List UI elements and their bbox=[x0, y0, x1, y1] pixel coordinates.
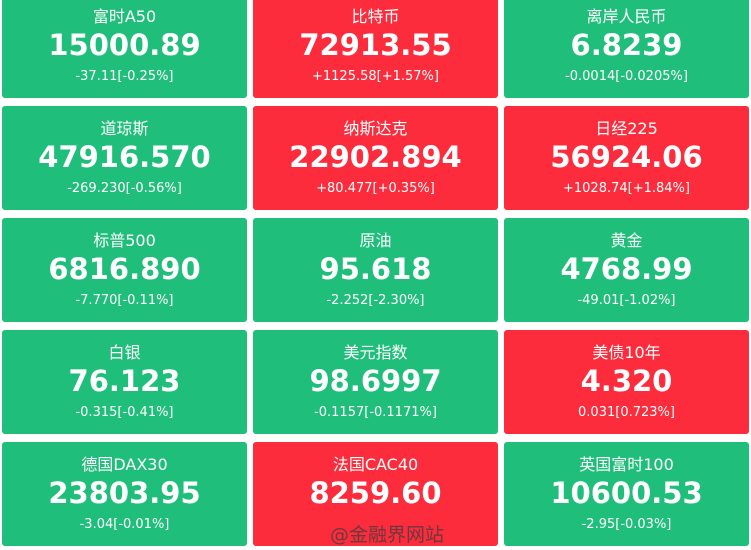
market-change: -37.11[-0.25%] bbox=[75, 69, 174, 84]
market-name: 富时A50 bbox=[92, 7, 157, 26]
market-tile: 美元指数 98.6997 -0.1157[-0.1171%] bbox=[253, 330, 498, 434]
market-name: 黄金 bbox=[610, 231, 643, 250]
market-price: 15000.89 bbox=[48, 28, 201, 62]
market-tile: 纳斯达克 22902.894 +80.477[+0.35%] bbox=[253, 106, 498, 210]
market-change: 0.031[0.723%] bbox=[578, 405, 675, 420]
market-change: -3.04[-0.01%] bbox=[79, 517, 170, 532]
market-price: 95.618 bbox=[319, 252, 432, 286]
market-name: 日经225 bbox=[595, 119, 658, 138]
market-tile: 英国富时100 10600.53 -2.95[-0.03%] bbox=[504, 442, 749, 546]
market-tile: 道琼斯 47916.570 -269.230[-0.56%] bbox=[2, 106, 247, 210]
market-tile: 白银 76.123 -0.315[-0.41%] bbox=[2, 330, 247, 434]
market-tile: 比特币 72913.55 +1125.58[+1.57%] bbox=[253, 0, 498, 98]
market-price: 4.320 bbox=[580, 364, 673, 398]
market-price: 72913.55 bbox=[299, 28, 452, 62]
market-tile: 富时A50 15000.89 -37.11[-0.25%] bbox=[2, 0, 247, 98]
market-change: -2.252[-2.30%] bbox=[326, 293, 425, 308]
market-tile: 黄金 4768.99 -49.01[-1.02%] bbox=[504, 218, 749, 322]
market-change: -0.315[-0.41%] bbox=[75, 405, 174, 420]
market-price: 56924.06 bbox=[550, 140, 703, 174]
market-price: 47916.570 bbox=[38, 140, 211, 174]
market-name: 德国DAX30 bbox=[81, 455, 168, 474]
market-name: 比特币 bbox=[351, 7, 400, 26]
market-name: 离岸人民币 bbox=[586, 7, 667, 26]
market-name: 英国富时100 bbox=[579, 455, 674, 474]
market-name: 法国CAC40 bbox=[332, 455, 419, 474]
market-name: 美元指数 bbox=[343, 343, 408, 362]
market-change: -0.1157[-0.1171%] bbox=[314, 405, 437, 420]
market-tile: 原油 95.618 -2.252[-2.30%] bbox=[253, 218, 498, 322]
market-name: 白银 bbox=[108, 343, 141, 362]
market-change: -0.0014[-0.0205%] bbox=[565, 69, 688, 84]
market-change: +80.477[+0.35%] bbox=[316, 181, 435, 196]
market-name: 标普500 bbox=[93, 231, 156, 250]
market-price: 10600.53 bbox=[550, 476, 703, 510]
market-tile: 标普500 6816.890 -7.770[-0.11%] bbox=[2, 218, 247, 322]
market-tile: 日经225 56924.06 +1028.74[+1.84%] bbox=[504, 106, 749, 210]
market-tile: 离岸人民币 6.8239 -0.0014[-0.0205%] bbox=[504, 0, 749, 98]
market-price: 98.6997 bbox=[309, 364, 442, 398]
market-price: 23803.95 bbox=[48, 476, 201, 510]
market-change: -49.01[-1.02%] bbox=[577, 293, 676, 308]
market-price: 8259.60 bbox=[309, 476, 442, 510]
market-tile: 德国DAX30 23803.95 -3.04[-0.01%] bbox=[2, 442, 247, 546]
market-price: 76.123 bbox=[68, 364, 181, 398]
market-price: 6816.890 bbox=[48, 252, 201, 286]
market-change: -269.230[-0.56%] bbox=[67, 181, 182, 196]
market-price: 4768.99 bbox=[560, 252, 693, 286]
market-name: 纳斯达克 bbox=[343, 119, 408, 138]
market-change: -7.770[-0.11%] bbox=[75, 293, 174, 308]
market-name: 原油 bbox=[359, 231, 392, 250]
market-change: -2.95[-0.03%] bbox=[581, 517, 672, 532]
market-tile: 美债10年 4.320 0.031[0.723%] bbox=[504, 330, 749, 434]
market-price: 22902.894 bbox=[289, 140, 462, 174]
market-name: 美债10年 bbox=[592, 343, 661, 362]
market-price: 6.8239 bbox=[570, 28, 683, 62]
market-change: +1028.74[+1.84%] bbox=[563, 181, 690, 196]
market-tile: 法国CAC40 8259.60 bbox=[253, 442, 498, 546]
market-change: +1125.58[+1.57%] bbox=[312, 69, 439, 84]
market-name: 道琼斯 bbox=[100, 119, 149, 138]
watermark: @金融界网站 bbox=[330, 524, 445, 546]
